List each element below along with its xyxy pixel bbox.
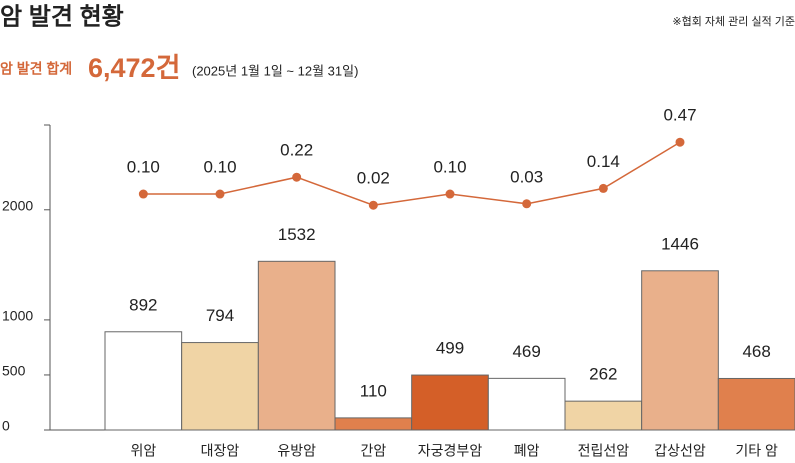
bar (411, 374, 489, 431)
total-label: 암 발견 합계 (0, 61, 72, 77)
line-point (522, 199, 532, 209)
x-tick-label: 폐암 (514, 443, 540, 459)
x-tick-label: 대장암 (201, 443, 240, 459)
y-tick-label: 500 (2, 363, 26, 379)
line-point (368, 200, 378, 210)
line-value-label: 0.22 (280, 141, 313, 160)
y-tick-label: 0 (2, 418, 10, 434)
line-point (675, 137, 685, 147)
line-point (445, 189, 455, 199)
x-tick-label: 기타 암 (735, 443, 778, 459)
line-point (138, 189, 148, 199)
bar (641, 270, 719, 431)
bar-value-label: 110 (360, 381, 387, 400)
x-tick-label: 위암 (130, 443, 156, 459)
y-tick-label: 1000 (2, 308, 33, 324)
bar-value-label: 794 (206, 306, 234, 325)
x-tick-label: 간암 (360, 443, 386, 459)
bar (257, 260, 336, 431)
bar-value-label: 262 (589, 365, 617, 384)
line-value-label: 0.03 (510, 167, 543, 186)
bar (334, 417, 413, 431)
x-tick-label: 전립선암 (578, 443, 630, 459)
bar (487, 377, 566, 431)
note: ※협회 자체 관리 실적 기준 (672, 15, 795, 28)
line-point (292, 172, 302, 182)
line-value-label: 0.02 (357, 169, 390, 188)
line-value-label: 0.14 (587, 152, 620, 171)
bar-value-label: 1446 (661, 234, 699, 253)
y-tick-label: 2000 (2, 197, 33, 213)
bar-value-label: 468 (742, 342, 770, 361)
bar-value-label: 499 (436, 339, 464, 358)
period: (2025년 1월 1일 ~ 12월 31일) (192, 63, 358, 78)
line (143, 141, 681, 206)
x-tick-label: 갑상선암 (654, 443, 706, 459)
x-tick-label: 유방암 (277, 443, 316, 459)
bar-value-label: 1532 (278, 225, 316, 244)
line-value-label: 0.10 (433, 157, 466, 176)
line-point (598, 183, 608, 193)
line-point (215, 189, 225, 199)
bar (564, 400, 643, 431)
total-value: 6,472건 (88, 53, 180, 83)
bar (104, 331, 183, 431)
bar (717, 377, 795, 431)
title: 암 발견 현황 (0, 3, 124, 30)
line-value-label: 0.10 (203, 157, 236, 176)
bar (181, 342, 259, 431)
bar-value-label: 892 (129, 295, 157, 314)
line-value-label: 0.10 (127, 157, 160, 176)
x-tick-label: 자궁경부암 (418, 443, 483, 459)
bar-value-label: 469 (512, 342, 540, 361)
line-value-label: 0.47 (663, 106, 696, 125)
